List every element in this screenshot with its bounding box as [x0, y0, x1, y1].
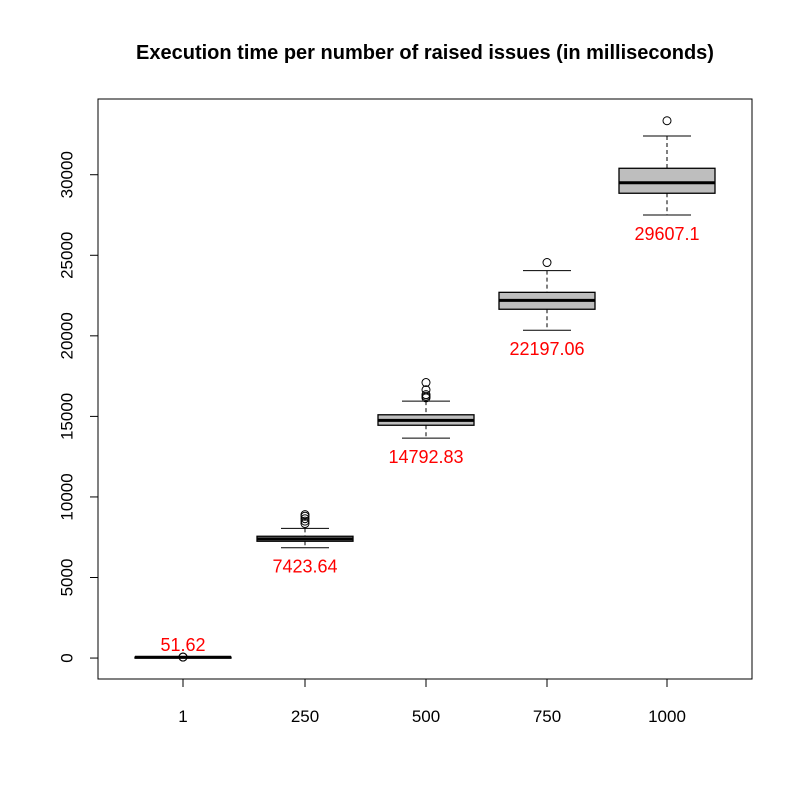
y-tick-label: 5000 [57, 559, 76, 597]
box-250: 7423.64 [256, 510, 354, 577]
mean-label: 7423.64 [272, 557, 337, 577]
y-tick-label: 0 [57, 653, 76, 662]
x-axis: 1 250 500 750 1000 [178, 678, 686, 726]
mean-label: 14792.83 [388, 447, 463, 467]
y-axis: 0 5000 10000 15000 20000 25000 30000 [57, 151, 99, 663]
y-tick-label: 10000 [57, 473, 76, 520]
x-tick-label: 1000 [648, 707, 686, 726]
mean-label: 51.62 [160, 635, 205, 655]
outlier-point [662, 116, 672, 126]
x-tick-label: 750 [533, 707, 561, 726]
box-750: 22197.06 [498, 258, 596, 359]
mean-label: 29607.1 [634, 224, 699, 244]
chart-title: Execution time per number of raised issu… [136, 42, 714, 64]
y-tick-label: 30000 [57, 151, 76, 198]
boxes: 51.62 7423.64 14792.83 22197.06 29607.1 [134, 116, 716, 662]
outlier-point [300, 519, 310, 529]
mean-label: 22197.06 [509, 339, 584, 359]
x-tick-label: 1 [178, 707, 187, 726]
x-tick-label: 250 [291, 707, 319, 726]
outlier-point [300, 516, 310, 526]
outlier-point [542, 258, 552, 268]
box-500: 14792.83 [377, 378, 475, 467]
outlier-point [178, 652, 188, 662]
outlier-point [421, 390, 431, 400]
x-tick-label: 500 [412, 707, 440, 726]
y-tick-label: 20000 [57, 312, 76, 359]
box-1: 51.62 [134, 635, 232, 662]
y-tick-label: 25000 [57, 232, 76, 279]
box-1000: 29607.1 [618, 116, 716, 244]
outlier-point [300, 514, 310, 524]
outlier-point [421, 385, 431, 395]
y-tick-label: 15000 [57, 393, 76, 440]
box-rect [618, 167, 716, 194]
outlier-point [421, 378, 431, 388]
outlier-point [300, 510, 310, 520]
